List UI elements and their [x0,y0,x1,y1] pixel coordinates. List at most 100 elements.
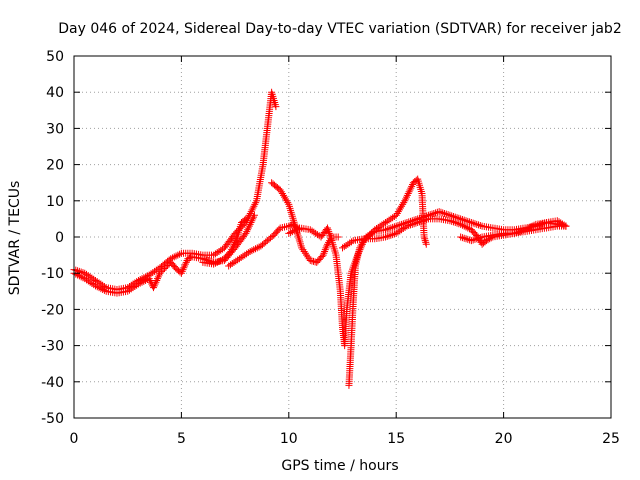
data-point [410,220,418,228]
data-point [168,254,176,262]
y-tick-label: 10 [46,194,64,210]
data-point [86,278,94,286]
data-point [455,220,463,228]
data-point [390,230,398,238]
data-point [246,209,254,217]
data-point [151,267,159,275]
data-point [230,258,238,266]
data-point [432,209,440,217]
data-point [133,281,141,289]
data-point [380,220,388,228]
data-point [248,206,256,214]
data-point [179,266,187,274]
data-point [281,193,289,201]
data-point [473,220,481,228]
data-point [285,222,293,230]
data-point [376,222,384,230]
data-point [227,247,235,255]
data-point [312,229,320,237]
data-point [246,247,254,255]
data-point [211,259,219,267]
data-point [290,227,298,235]
data-point [252,199,260,207]
series-track-9 [457,222,570,245]
data-point [471,220,479,228]
data-point [154,275,162,283]
y-tick-label: -10 [41,266,64,282]
data-point [387,231,395,239]
chart-title: Day 046 of 2024, Sidereal Day-to-day VTE… [58,21,621,37]
data-point [323,224,331,232]
data-point [127,285,135,293]
data-point [226,261,234,269]
data-point [151,280,159,288]
series-track-3 [199,215,250,268]
data-point [150,282,158,290]
data-point [248,217,256,225]
data-point [288,228,296,236]
data-point [476,234,484,242]
data-point [383,217,391,225]
y-tick-label: 50 [46,49,64,65]
data-point [404,190,412,198]
data-point [246,220,254,228]
data-point [81,275,89,283]
data-point [177,269,185,277]
data-point [381,219,389,227]
data-point [484,236,492,244]
data-point [326,231,334,239]
data-point [467,237,475,245]
data-point [285,229,293,237]
data-point [469,219,477,227]
data-point [399,200,407,208]
data-point [408,182,416,190]
data-point [125,286,133,294]
data-point [136,279,144,287]
data-point [282,195,290,203]
data-point [211,250,219,258]
data-point [407,184,415,192]
data-point [458,221,466,229]
data-point [356,244,364,252]
data-point [451,219,459,227]
data-point [442,210,450,218]
data-point [421,216,429,224]
data-point [406,186,414,194]
data-point [279,191,287,199]
data-point [79,274,87,282]
series-track-5 [268,179,342,266]
data-point [147,270,155,278]
data-point [176,250,184,258]
data-point [99,285,107,293]
data-point [385,216,393,224]
x-tick-label: 10 [280,431,298,447]
x-tick-label: 15 [387,431,405,447]
data-point [321,247,329,255]
data-point [174,251,182,259]
data-point [138,278,146,286]
y-tick-label: 40 [46,85,64,101]
data-point [446,217,454,225]
data-point [157,268,165,276]
y-tick-label: -40 [41,375,64,391]
data-point [149,269,157,277]
data-point [414,219,422,227]
data-point [252,245,260,253]
data-point [475,221,483,229]
data-point [162,263,170,271]
data-point [457,233,465,241]
data-point [146,276,154,284]
data-point [277,188,285,196]
data-point [359,238,367,246]
data-point [320,249,328,257]
data-point [412,219,420,227]
data-point [323,242,331,250]
y-tick-label: 20 [46,158,64,174]
data-point [407,221,415,229]
data-point [235,255,243,263]
data-point [325,228,333,236]
data-point [342,241,350,249]
data-point [460,216,468,224]
data-point [100,286,108,294]
data-point [72,270,80,278]
